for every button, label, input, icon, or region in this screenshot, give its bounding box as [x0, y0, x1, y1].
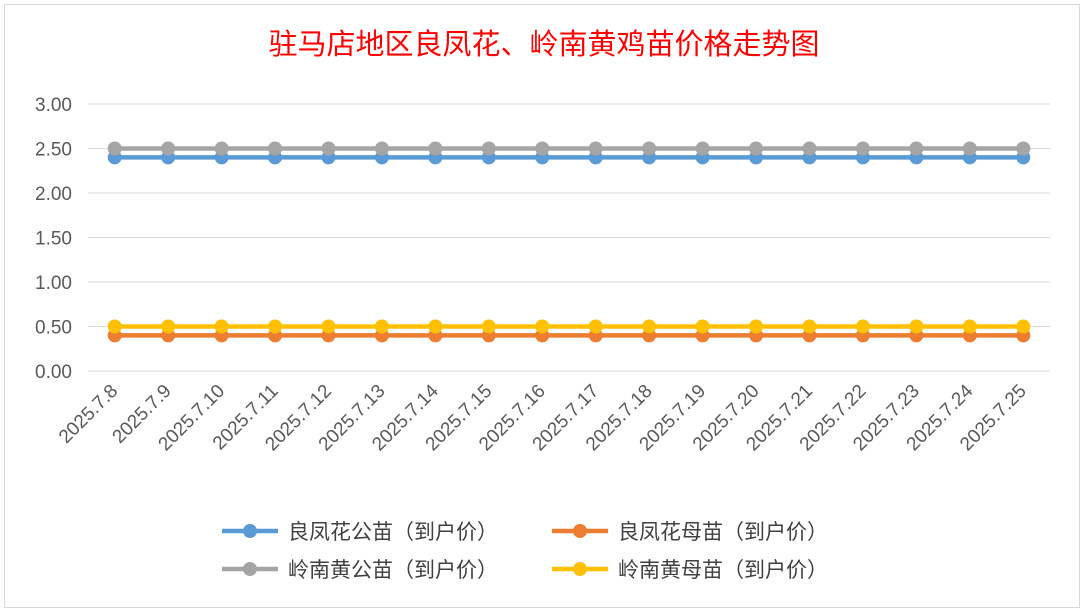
data-point: [642, 141, 657, 156]
data-point: [855, 319, 870, 334]
legend-swatch-marker: [243, 524, 257, 538]
y-tick-label: 1.50: [35, 229, 72, 250]
data-point: [214, 141, 229, 156]
data-point: [481, 319, 496, 334]
data-point: [695, 319, 710, 334]
data-point: [695, 141, 710, 156]
y-tick-label: 1.00: [35, 273, 72, 294]
legend-item: 良凤花母苗（到户价）: [552, 520, 828, 544]
data-point: [321, 141, 336, 156]
legend-label: 岭南黄母苗（到户价）: [618, 558, 828, 582]
y-tick-label: 2.50: [35, 140, 72, 161]
grid-lines: [88, 103, 1050, 372]
chart-title: 驻马店地区良凤花、岭南黄鸡苗价格走势图: [268, 27, 819, 61]
data-point: [374, 319, 389, 334]
data-point: [909, 319, 924, 334]
y-axis-ticks: 0.00 0.50 1.00 1.50 2.00 2.50 3.00: [35, 95, 72, 383]
legend-swatch-marker: [573, 562, 587, 576]
data-point: [749, 141, 764, 156]
legend-swatch-marker: [573, 524, 587, 538]
data-point: [855, 141, 870, 156]
data-point: [428, 141, 443, 156]
legend-label: 良凤花公苗（到户价）: [288, 520, 498, 544]
data-point: [107, 319, 122, 334]
legend-label: 良凤花母苗（到户价）: [618, 520, 828, 544]
series-lines: [107, 141, 1031, 343]
data-point: [535, 141, 550, 156]
y-tick-label: 3.00: [35, 95, 72, 116]
data-point: [588, 141, 603, 156]
data-point: [1016, 141, 1031, 156]
legend-item: 岭南黄母苗（到户价）: [552, 558, 828, 582]
data-point: [802, 141, 817, 156]
data-point: [1016, 319, 1031, 334]
data-point: [214, 319, 229, 334]
series-2: [107, 328, 1031, 343]
data-point: [268, 319, 283, 334]
data-point: [642, 319, 657, 334]
data-point: [428, 319, 443, 334]
data-point: [588, 319, 603, 334]
legend-item: 岭南黄公苗（到户价）: [222, 558, 498, 582]
data-point: [535, 319, 550, 334]
legend-item: 良凤花公苗（到户价）: [222, 520, 498, 544]
data-point: [107, 141, 122, 156]
data-point: [802, 319, 817, 334]
legend: 良凤花公苗（到户价） 良凤花母苗（到户价） 岭南黄公苗（到户价） 岭南黄母苗（到户价）: [222, 520, 828, 582]
y-tick-label: 0.50: [35, 318, 72, 339]
x-axis-ticks: 2025.7.82025.7.92025.7.102025.7.112025.7…: [55, 380, 1031, 455]
data-point: [749, 319, 764, 334]
chart-frame: [4, 4, 1080, 608]
legend-swatch-marker: [243, 562, 257, 576]
data-point: [962, 141, 977, 156]
data-point: [268, 141, 283, 156]
y-tick-label: 0.00: [35, 362, 72, 383]
series-4: [107, 319, 1031, 334]
y-tick-label: 2.00: [35, 184, 72, 205]
data-point: [161, 141, 176, 156]
legend-label: 岭南黄公苗（到户价）: [288, 558, 498, 582]
data-point: [321, 319, 336, 334]
data-point: [481, 141, 496, 156]
data-point: [909, 141, 924, 156]
data-point: [374, 141, 389, 156]
series-1: [107, 150, 1031, 165]
series-3: [107, 141, 1031, 156]
data-point: [161, 319, 176, 334]
data-point: [962, 319, 977, 334]
